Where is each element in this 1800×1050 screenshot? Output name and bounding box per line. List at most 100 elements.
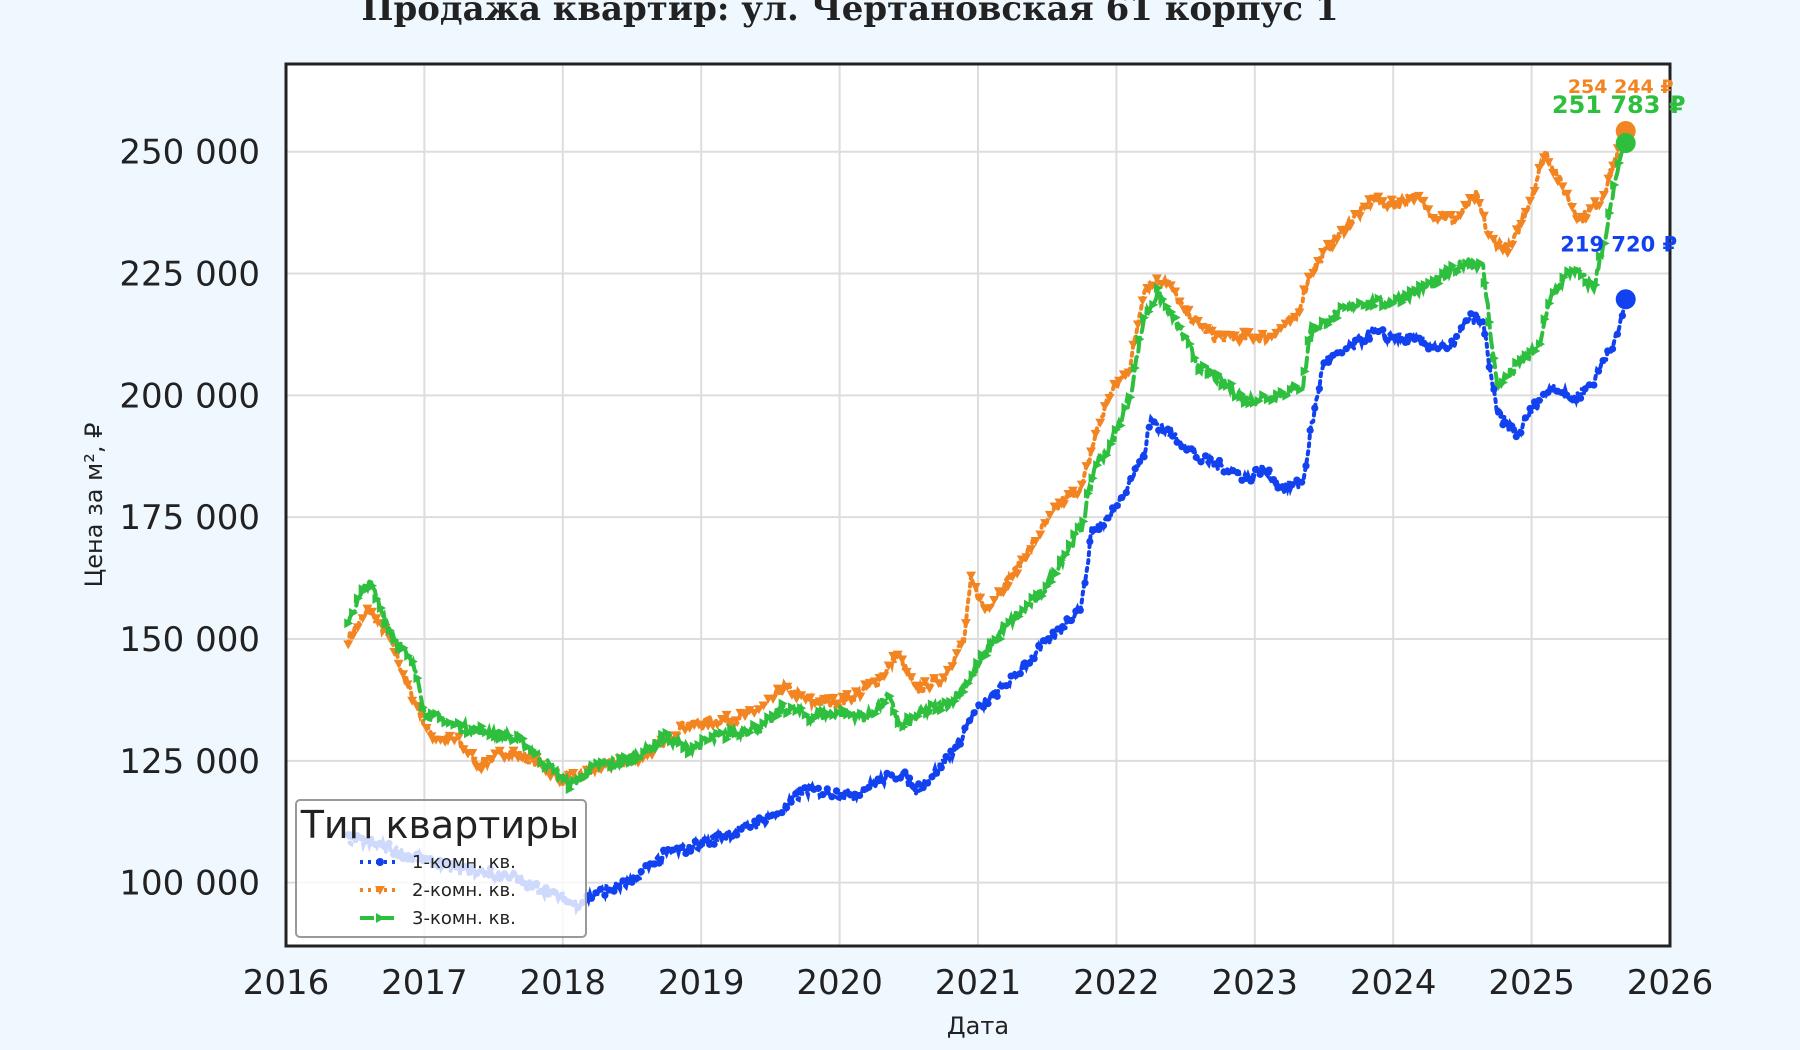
- series-marker: [1151, 274, 1162, 284]
- series-marker: [727, 723, 737, 734]
- series-marker: [1554, 283, 1564, 294]
- series-marker: [363, 583, 373, 594]
- series-marker: [1097, 453, 1107, 464]
- series-marker: [973, 657, 983, 668]
- series-marker: [1204, 369, 1214, 380]
- series-marker: [855, 791, 864, 800]
- series-marker: [745, 727, 755, 738]
- series-marker: [1243, 328, 1254, 338]
- series-marker: [801, 709, 811, 720]
- series-marker: [348, 631, 359, 641]
- series-marker: [965, 717, 974, 725]
- series-marker: [537, 758, 547, 769]
- series-marker: [1109, 379, 1120, 389]
- series-marker: [1057, 555, 1067, 566]
- series-marker: [436, 713, 446, 724]
- series-marker: [772, 684, 783, 694]
- series-marker: [792, 706, 802, 717]
- series-marker: [1469, 196, 1480, 206]
- series-marker: [570, 775, 580, 786]
- series-marker: [565, 784, 575, 795]
- series-marker: [1333, 313, 1343, 324]
- series-marker: [1457, 324, 1465, 332]
- series-marker: [782, 682, 793, 692]
- series-marker: [1596, 251, 1606, 262]
- series-marker: [1618, 312, 1626, 320]
- series-marker: [1107, 438, 1117, 449]
- series-marker: [1549, 287, 1559, 298]
- series-marker: [444, 731, 455, 741]
- legend-item-label: 1-комн. кв.: [412, 852, 516, 873]
- series-marker: [1236, 392, 1246, 403]
- series-marker: [1327, 243, 1338, 253]
- series-marker: [473, 725, 483, 736]
- series-marker: [1342, 302, 1352, 313]
- series-marker: [865, 783, 873, 791]
- series-marker: [956, 740, 964, 748]
- series-marker: [1309, 321, 1319, 332]
- legend-box: [295, 799, 587, 938]
- series-marker: [1594, 201, 1605, 211]
- series-marker: [1379, 301, 1389, 312]
- series-marker: [625, 757, 635, 768]
- series-marker: [869, 677, 880, 687]
- series-marker: [1502, 248, 1513, 258]
- y-tick-label: 150 000: [119, 620, 260, 660]
- series-marker: [1591, 279, 1601, 290]
- series-marker: [1401, 338, 1410, 347]
- series-marker: [468, 724, 478, 735]
- series-marker: [1300, 366, 1310, 377]
- series-marker: [1026, 545, 1037, 555]
- last-value-label: 254 244 ₽: [1568, 76, 1674, 98]
- series-marker: [402, 680, 413, 690]
- series-marker: [1023, 599, 1033, 610]
- series-marker: [371, 614, 382, 624]
- series-marker: [730, 716, 741, 726]
- series-marker: [919, 784, 927, 792]
- series-marker: [500, 729, 510, 740]
- series-marker: [494, 746, 505, 756]
- series-marker: [1462, 317, 1470, 325]
- series-marker: [621, 751, 631, 762]
- series-marker: [970, 583, 981, 593]
- series-marker: [440, 737, 451, 747]
- series-marker: [1254, 396, 1264, 407]
- series-marker: [1406, 285, 1416, 296]
- series-marker: [855, 692, 866, 702]
- legend-swatch-marker: [376, 913, 385, 923]
- series-marker: [1538, 153, 1549, 163]
- series-marker: [1416, 280, 1426, 291]
- series-marker: [1337, 301, 1347, 312]
- series-marker: [1044, 635, 1052, 643]
- series-marker: [587, 894, 596, 902]
- series-marker: [787, 798, 795, 806]
- series-marker: [441, 717, 451, 728]
- series-marker: [662, 727, 672, 738]
- series-marker: [1283, 485, 1291, 493]
- series-marker: [846, 696, 857, 706]
- series-marker: [367, 607, 378, 617]
- series-marker: [1130, 362, 1140, 373]
- series-marker: [850, 687, 861, 697]
- series-marker: [485, 755, 496, 765]
- series-marker: [1277, 386, 1287, 397]
- x-tick-label: 2025: [1488, 963, 1575, 1003]
- series-marker: [1118, 493, 1126, 502]
- series-layer: [343, 129, 1630, 916]
- series-marker: [467, 748, 478, 758]
- series-marker: [998, 588, 1009, 598]
- series-marker: [913, 711, 923, 722]
- series-marker: [1526, 346, 1536, 357]
- series-marker: [918, 705, 928, 716]
- series-marker: [929, 674, 940, 684]
- series-marker: [857, 708, 867, 719]
- series-marker: [1400, 198, 1411, 208]
- series-marker: [1150, 418, 1158, 426]
- series-marker: [1165, 281, 1176, 291]
- series-marker: [471, 762, 482, 772]
- series-marker: [1030, 655, 1038, 663]
- series-marker: [1439, 268, 1449, 279]
- series-marker: [1466, 259, 1476, 270]
- series-marker: [915, 681, 926, 691]
- series-marker: [778, 808, 786, 817]
